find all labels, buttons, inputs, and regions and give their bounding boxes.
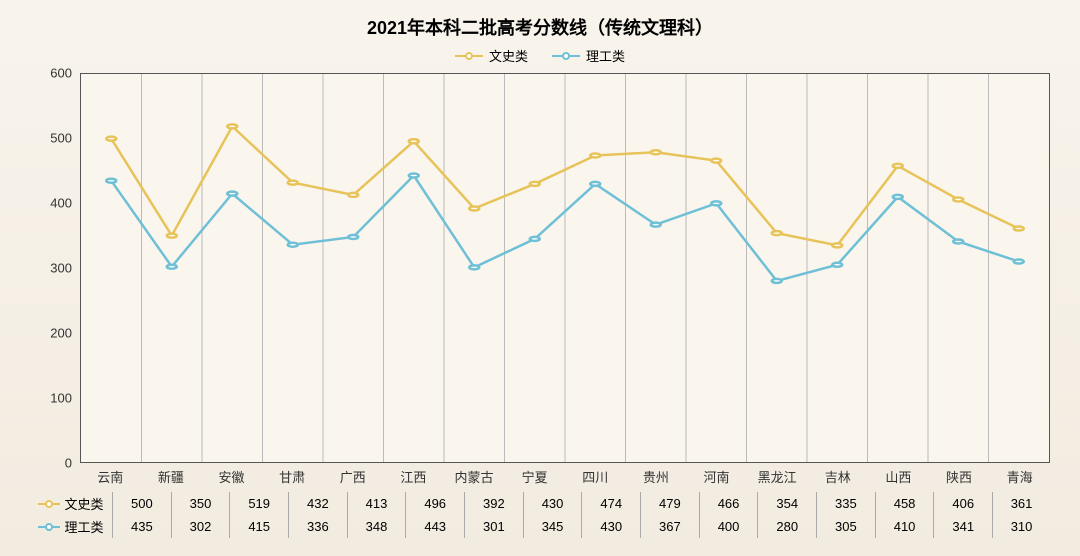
y-tick-label: 500 — [50, 131, 72, 146]
row-header: 文史类 — [30, 494, 112, 513]
table-cell: 361 — [993, 492, 1050, 515]
row-label: 文史类 — [64, 494, 103, 513]
table-cell: 280 — [758, 515, 817, 538]
row-header: 理工类 — [30, 517, 112, 536]
x-tick-label: 黑龙江 — [747, 467, 808, 486]
x-tick-label: 新疆 — [141, 467, 202, 486]
table-cell: 479 — [641, 492, 700, 515]
table-cell: 348 — [347, 515, 406, 538]
y-tick-label: 300 — [50, 261, 72, 276]
x-tick-label: 河南 — [686, 467, 747, 486]
x-tick-label: 贵州 — [626, 467, 687, 486]
chart-svg — [81, 74, 1049, 462]
legend-item: 文史类 — [455, 46, 528, 65]
x-tick-label: 宁夏 — [504, 467, 565, 486]
legend-item: 理工类 — [552, 46, 625, 65]
x-tick-label: 内蒙古 — [444, 467, 505, 486]
x-tick-label: 陕西 — [929, 467, 990, 486]
table-cell: 432 — [289, 492, 348, 515]
y-tick-label: 100 — [50, 391, 72, 406]
y-axis: 0100200300400500600 — [30, 73, 80, 463]
table-cell: 345 — [523, 515, 582, 538]
chart-container: 2021年本科二批高考分数线（传统文理科） 文史类理工类 01002003004… — [0, 0, 1080, 556]
data-table: 文史类5003505194324134963924304744794663543… — [30, 492, 1050, 538]
table-cell: 500 — [113, 492, 172, 515]
x-axis: 云南新疆安徽甘肃广西江西内蒙古宁夏四川贵州河南黑龙江吉林山西陕西青海 — [80, 467, 1050, 486]
data-table-wrap: 文史类5003505194324134963924304744794663543… — [30, 492, 1050, 538]
x-tick-label: 广西 — [323, 467, 384, 486]
table-cell: 496 — [406, 492, 465, 515]
x-tick-label: 青海 — [989, 467, 1050, 486]
y-tick-label: 200 — [50, 326, 72, 341]
row-label: 理工类 — [64, 517, 103, 536]
x-tick-label: 江西 — [383, 467, 444, 486]
legend-swatch-icon — [455, 50, 483, 62]
table-cell: 443 — [406, 515, 465, 538]
legend-swatch-icon — [552, 50, 580, 62]
x-tick-label: 云南 — [80, 467, 141, 486]
legend-label: 理工类 — [586, 46, 625, 65]
table-cell: 474 — [582, 492, 641, 515]
table-cell: 406 — [934, 492, 993, 515]
table-cell: 415 — [230, 515, 289, 538]
row-swatch-icon — [38, 499, 60, 509]
table-cell: 310 — [993, 515, 1050, 538]
table-cell: 519 — [230, 492, 289, 515]
plot-area — [80, 73, 1050, 463]
table-row: 文史类5003505194324134963924304744794663543… — [30, 492, 1050, 515]
table-cell: 354 — [758, 492, 817, 515]
x-tick-label: 四川 — [565, 467, 626, 486]
table-cell: 392 — [465, 492, 524, 515]
table-cell: 341 — [934, 515, 993, 538]
table-cell: 410 — [875, 515, 934, 538]
table-cell: 301 — [465, 515, 524, 538]
row-swatch-icon — [38, 522, 60, 532]
legend-label: 文史类 — [489, 46, 528, 65]
table-cell: 305 — [817, 515, 876, 538]
table-cell: 302 — [171, 515, 230, 538]
chart-area: 0100200300400500600 — [30, 73, 1050, 463]
x-tick-label: 甘肃 — [262, 467, 323, 486]
x-tick-label: 安徽 — [201, 467, 262, 486]
table-cell: 413 — [347, 492, 406, 515]
y-tick-label: 400 — [50, 196, 72, 211]
y-tick-label: 600 — [50, 66, 72, 81]
table-row: 理工类4353024153363484433013454303674002803… — [30, 515, 1050, 538]
table-cell: 336 — [289, 515, 348, 538]
table-cell: 435 — [113, 515, 172, 538]
chart-title: 2021年本科二批高考分数线（传统文理科） — [30, 14, 1050, 40]
table-cell: 458 — [875, 492, 934, 515]
table-cell: 367 — [641, 515, 700, 538]
table-cell: 335 — [817, 492, 876, 515]
legend: 文史类 理工类 — [30, 46, 1050, 65]
table-cell: 430 — [523, 492, 582, 515]
table-cell: 400 — [699, 515, 758, 538]
table-cell: 466 — [699, 492, 758, 515]
table-cell: 350 — [171, 492, 230, 515]
y-tick-label: 0 — [65, 456, 72, 471]
x-tick-label: 吉林 — [808, 467, 869, 486]
x-tick-label: 山西 — [868, 467, 929, 486]
table-cell: 430 — [582, 515, 641, 538]
